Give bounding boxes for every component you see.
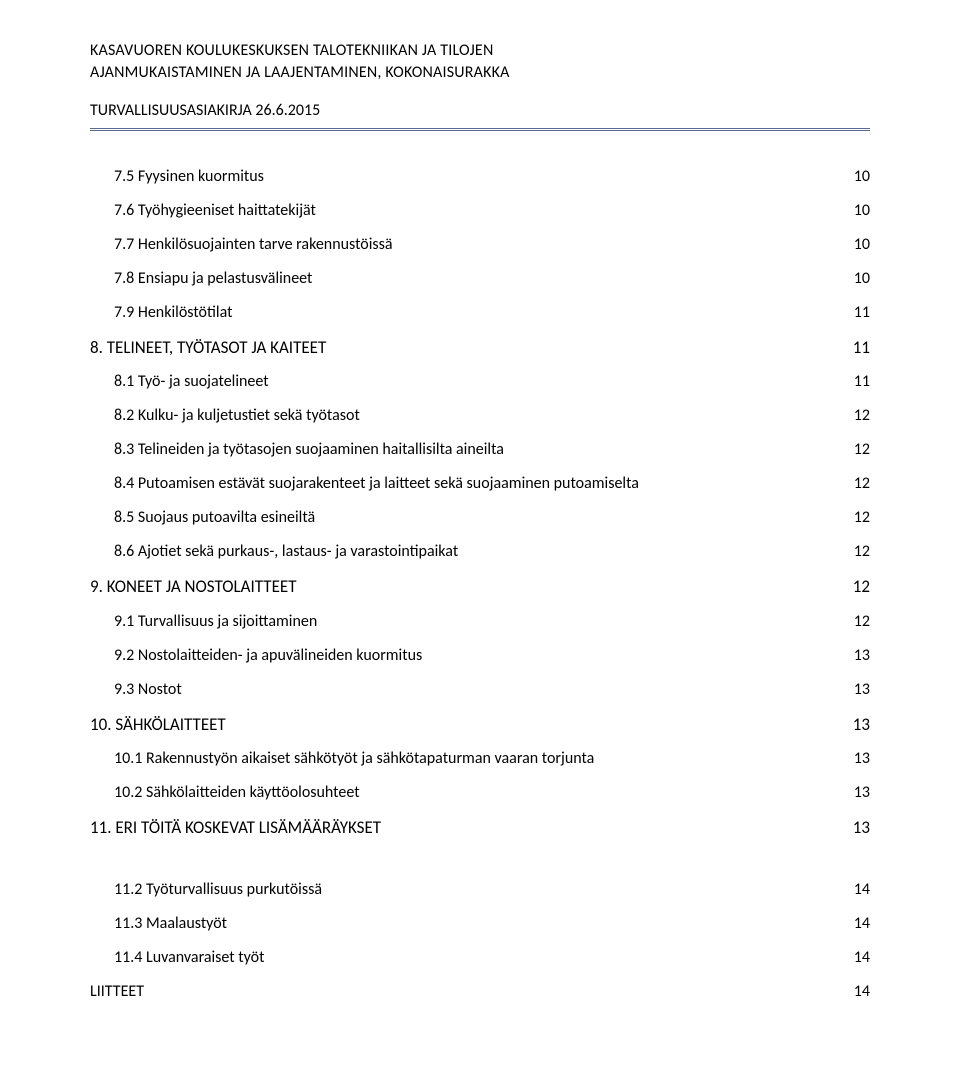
toc-footer: LIITTEET 14: [90, 982, 870, 1002]
toc-label: 11.3 Maalaustyöt: [114, 914, 842, 934]
toc-page: 10: [842, 235, 870, 255]
toc-entry: 8.1 Työ- ja suojatelineet 11: [114, 372, 870, 392]
toc-entry: 7.5 Fyysinen kuormitus 10: [114, 167, 870, 187]
toc-label: 7.5 Fyysinen kuormitus: [114, 167, 842, 187]
toc-page: 10: [842, 269, 870, 289]
toc-entry: 10.2 Sähkölaitteiden käyttöolosuhteet 13: [114, 783, 870, 803]
toc-label: 9.2 Nostolaitteiden- ja apuvälineiden ku…: [114, 646, 842, 666]
toc-label: 7.7 Henkilösuojainten tarve rakennustöis…: [114, 235, 842, 255]
toc-entry: 8.3 Telineiden ja työtasojen suojaaminen…: [114, 440, 870, 460]
toc-page: 14: [842, 914, 870, 934]
toc-section: 9. KONEET JA NOSTOLAITTEET 12: [90, 576, 870, 597]
toc-label: 9.1 Turvallisuus ja sijoittaminen: [114, 612, 842, 632]
toc-page: 11: [842, 337, 870, 358]
toc-page: 10: [842, 201, 870, 221]
table-of-contents: 7.5 Fyysinen kuormitus 10 7.6 Työhygieen…: [90, 167, 870, 1002]
toc-page: 13: [842, 749, 870, 769]
toc-label: 7.6 Työhygieeniset haittatekijät: [114, 201, 842, 221]
toc-page: 13: [842, 680, 870, 700]
toc-page: 14: [842, 982, 870, 1002]
header-line-2: AJANMUKAISTAMINEN JA LAAJENTAMINEN, KOKO…: [90, 62, 870, 84]
toc-label: 11.4 Luvanvaraiset työt: [114, 948, 842, 968]
toc-entry: 10.1 Rakennustyön aikaiset sähkötyöt ja …: [114, 749, 870, 769]
toc-label: 8.5 Suojaus putoavilta esineiltä: [114, 508, 842, 528]
toc-label: 11.2 Työturvallisuus purkutöissä: [114, 880, 842, 900]
toc-entry: 7.7 Henkilösuojainten tarve rakennustöis…: [114, 235, 870, 255]
toc-entry: 11.2 Työturvallisuus purkutöissä 14: [114, 880, 870, 900]
toc-label: 8.3 Telineiden ja työtasojen suojaaminen…: [114, 440, 842, 460]
toc-label: 11. ERI TÖITÄ KOSKEVAT LISÄMÄÄRÄYKSET: [90, 817, 842, 838]
toc-entry: 9.3 Nostot 13: [114, 680, 870, 700]
toc-label: 8. TELINEET, TYÖTASOT JA KAITEET: [90, 337, 842, 358]
toc-section: 11. ERI TÖITÄ KOSKEVAT LISÄMÄÄRÄYKSET 13: [90, 817, 870, 838]
toc-label: 9. KONEET JA NOSTOLAITTEET: [90, 576, 842, 597]
toc-page: 12: [842, 406, 870, 426]
toc-label: 7.9 Henkilöstötilat: [114, 303, 842, 323]
toc-section: 8. TELINEET, TYÖTASOT JA KAITEET 11: [90, 337, 870, 358]
toc-label: 10.2 Sähkölaitteiden käyttöolosuhteet: [114, 783, 842, 803]
header-divider: [90, 128, 870, 131]
toc-page: 13: [842, 714, 870, 735]
toc-label: 8.2 Kulku- ja kuljetustiet sekä työtasot: [114, 406, 842, 426]
toc-entry: 8.5 Suojaus putoavilta esineiltä 12: [114, 508, 870, 528]
toc-page: 13: [842, 817, 870, 838]
toc-section: 10. SÄHKÖLAITTEET 13: [90, 714, 870, 735]
toc-entry: 11.3 Maalaustyöt 14: [114, 914, 870, 934]
toc-label: 10. SÄHKÖLAITTEET: [90, 714, 842, 735]
toc-entry: 9.2 Nostolaitteiden- ja apuvälineiden ku…: [114, 646, 870, 666]
header-subtitle: TURVALLISUUSASIAKIRJA 26.6.2015: [90, 101, 870, 120]
toc-entry: 8.4 Putoamisen estävät suojarakenteet ja…: [114, 474, 870, 494]
toc-page: 10: [842, 167, 870, 187]
header-line-1: KASAVUOREN KOULUKESKUKSEN TALOTEKNIIKAN …: [90, 40, 870, 62]
toc-entry: 11.4 Luvanvaraiset työt 14: [114, 948, 870, 968]
toc-page: 11: [842, 372, 870, 392]
toc-page: 13: [842, 783, 870, 803]
toc-page: 11: [842, 303, 870, 323]
document-header: KASAVUOREN KOULUKESKUKSEN TALOTEKNIIKAN …: [90, 40, 870, 120]
toc-page: 13: [842, 646, 870, 666]
toc-page: 14: [842, 880, 870, 900]
toc-page: 12: [842, 440, 870, 460]
toc-label: 8.6 Ajotiet sekä purkaus-, lastaus- ja v…: [114, 542, 842, 562]
toc-page: 12: [842, 612, 870, 632]
toc-entry: 8.6 Ajotiet sekä purkaus-, lastaus- ja v…: [114, 542, 870, 562]
document-page: KASAVUOREN KOULUKESKUKSEN TALOTEKNIIKAN …: [0, 0, 960, 1062]
toc-page: 12: [842, 474, 870, 494]
toc-entry: 9.1 Turvallisuus ja sijoittaminen 12: [114, 612, 870, 632]
toc-label: 10.1 Rakennustyön aikaiset sähkötyöt ja …: [114, 749, 842, 769]
toc-label: 8.1 Työ- ja suojatelineet: [114, 372, 842, 392]
toc-label: LIITTEET: [90, 982, 842, 1002]
toc-page: 12: [842, 576, 870, 597]
toc-entry-liitteet: LIITTEET 14: [90, 982, 870, 1002]
toc-page: 12: [842, 542, 870, 562]
toc-page: 14: [842, 948, 870, 968]
toc-entry: 7.8 Ensiapu ja pelastusvälineet 10: [114, 269, 870, 289]
toc-label: 8.4 Putoamisen estävät suojarakenteet ja…: [114, 474, 842, 494]
toc-label: 9.3 Nostot: [114, 680, 842, 700]
toc-entry: 7.6 Työhygieeniset haittatekijät 10: [114, 201, 870, 221]
toc-entry: 7.9 Henkilöstötilat 11: [114, 303, 870, 323]
toc-entry: 8.2 Kulku- ja kuljetustiet sekä työtasot…: [114, 406, 870, 426]
toc-label: 7.8 Ensiapu ja pelastusvälineet: [114, 269, 842, 289]
toc-page: 12: [842, 508, 870, 528]
